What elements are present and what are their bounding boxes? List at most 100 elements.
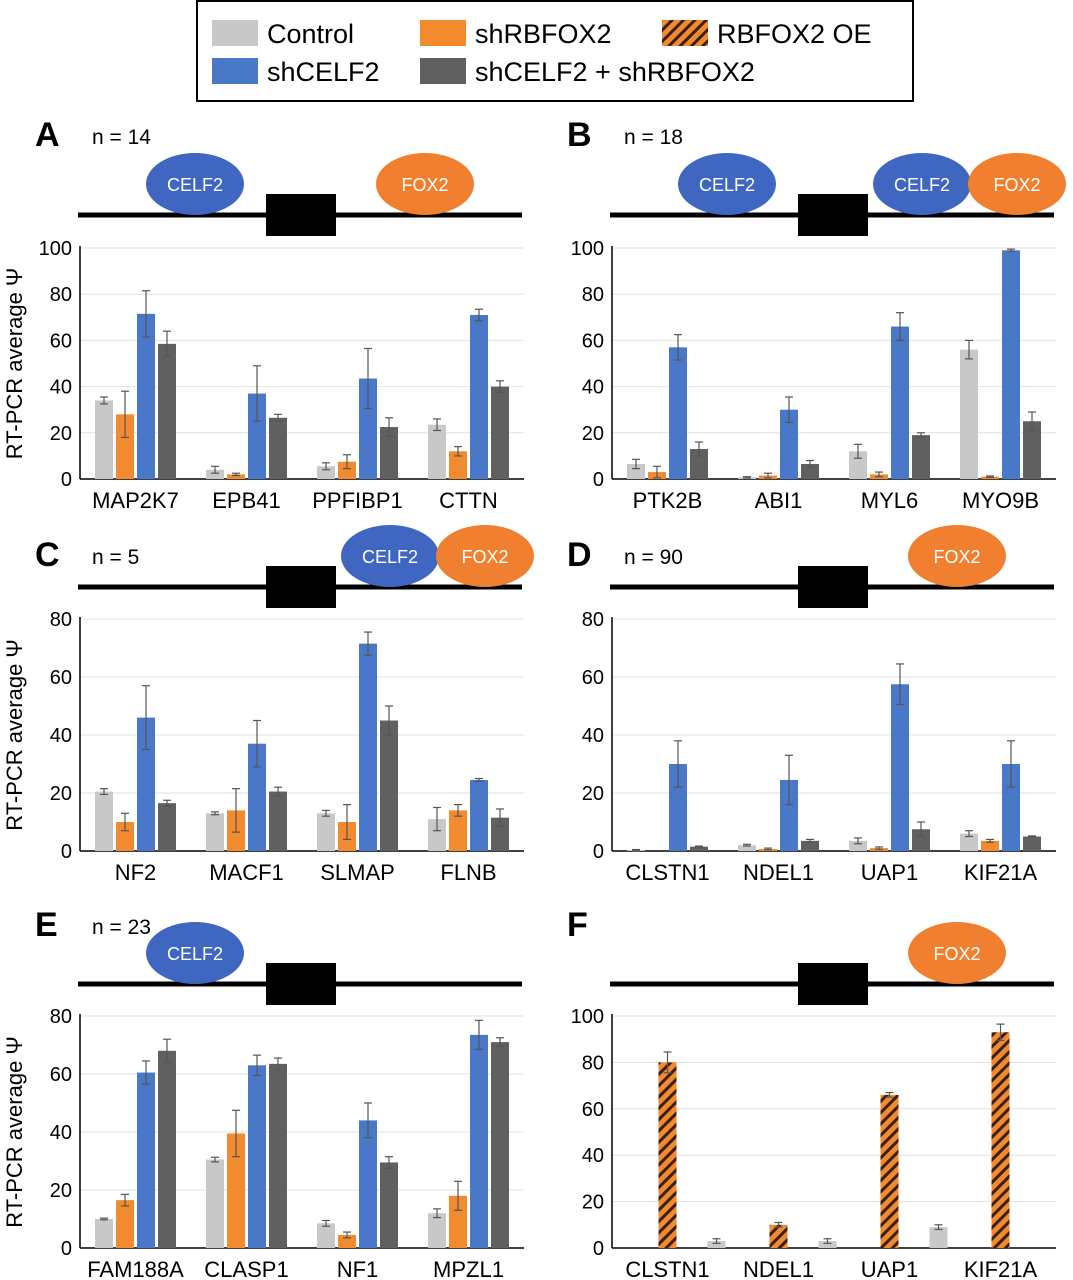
y-tick-label: 20 <box>50 1180 72 1202</box>
celf2-label: CELF2 <box>362 547 418 567</box>
fox2-label: FOX2 <box>933 547 980 567</box>
category-label-uap1: UAP1 <box>861 860 918 885</box>
legend-label-control: Control <box>267 19 354 49</box>
celf2-label: CELF2 <box>167 944 223 964</box>
bar-shcelf2-myl6 <box>891 326 909 479</box>
celf2-binding-site <box>873 153 971 215</box>
bar-control-cttn <box>428 424 446 479</box>
bar-control-fam188a <box>95 1219 113 1248</box>
category-label-flnb: FLNB <box>440 860 496 885</box>
exon-box <box>266 194 336 236</box>
bar-control-ppfibp1 <box>317 466 335 479</box>
bar-shcelf2-nf1 <box>359 1120 377 1248</box>
n-count-label: n = 18 <box>624 126 683 149</box>
y-tick-label: 0 <box>593 1238 604 1260</box>
bar-shrbfox2-flnb <box>449 810 467 851</box>
panel-letter: B <box>567 116 592 154</box>
bar-rbfox2-oe-uap1 <box>880 1094 899 1248</box>
panel-letter: E <box>35 906 58 944</box>
exon-box <box>798 566 868 608</box>
bar-shrbfox2-nf2 <box>116 822 134 851</box>
bar-shcelf2-shrbfox2-nf1 <box>380 1162 398 1248</box>
bar-shcelf2-slmap <box>359 643 377 851</box>
exon-box <box>266 566 336 608</box>
gene-diagram: CELF2 FOX2 <box>78 525 534 608</box>
bar-control-macf1 <box>206 813 224 851</box>
legend-swatch-shrbfox2 <box>420 20 466 46</box>
y-tick-label: 40 <box>50 725 72 747</box>
bar-shrbfox2-cttn <box>449 451 467 479</box>
category-label-kif21a: KIF21A <box>964 1257 1038 1280</box>
fox2-label: FOX2 <box>461 547 508 567</box>
celf2-label: CELF2 <box>167 175 223 195</box>
bar-control-myl6 <box>849 451 867 479</box>
category-label-ptk2b: PTK2B <box>633 488 703 513</box>
bar-shrbfox2-ppfibp1 <box>338 461 356 479</box>
bar-shcelf2-shrbfox2-flnb <box>491 817 509 851</box>
panel-letter: F <box>567 906 588 944</box>
y-tick-label: 80 <box>582 1052 604 1074</box>
legend-swatch-rbfox2-oe <box>662 20 708 46</box>
y-tick-label: 40 <box>50 377 72 399</box>
y-tick-label: 60 <box>50 667 72 689</box>
bar-control-ptk2b <box>627 463 645 479</box>
category-label-uap1: UAP1 <box>861 1257 918 1280</box>
y-tick-label: 80 <box>582 284 604 306</box>
fox2-label: FOX2 <box>993 175 1040 195</box>
category-label-myl6: MYL6 <box>861 488 918 513</box>
bar-shrbfox2-mpzl1 <box>449 1195 467 1248</box>
bar-shcelf2-ppfibp1 <box>359 378 377 479</box>
bar-shcelf2-shrbfox2-nf2 <box>158 803 176 851</box>
n-count-label: n = 90 <box>624 546 683 569</box>
legend-box <box>196 0 914 102</box>
category-label-ppfibp1: PPFIBP1 <box>312 488 402 513</box>
category-label-cttn: CTTN <box>439 488 498 513</box>
y-tick-label: 20 <box>50 783 72 805</box>
y-tick-label: 80 <box>582 609 604 631</box>
category-label-kif21a: KIF21A <box>964 860 1038 885</box>
legend-swatch-control <box>212 20 258 46</box>
bar-shcelf2-ptk2b <box>669 347 687 479</box>
y-tick-label: 20 <box>582 423 604 445</box>
y-tick-label: 0 <box>61 469 72 491</box>
category-label-nf2: NF2 <box>115 860 157 885</box>
y-tick-label: 20 <box>582 1192 604 1214</box>
celf2-binding-site <box>678 153 776 215</box>
y-tick-label: 100 <box>39 238 72 260</box>
bar-shcelf2-shrbfox2-abi1 <box>801 463 819 479</box>
fox2-binding-site <box>436 525 534 587</box>
bar-shcelf2-shrbfox2-fam188a <box>158 1050 176 1248</box>
panel-f: F FOX2 0 20 40 60 80 100 CLSTN1 NDEL1 UAP1 KIF21A <box>567 906 1056 1280</box>
category-label-map2k7: MAP2K7 <box>92 488 179 513</box>
y-tick-label: 0 <box>593 841 604 863</box>
bar-shcelf2-epb41 <box>248 393 266 479</box>
bar-shcelf2-cttn <box>470 314 488 479</box>
fox2-binding-site <box>376 153 474 215</box>
panel-letter: C <box>35 536 60 574</box>
y-axis-label: RT-PCR average Ψ <box>2 1036 27 1228</box>
gene-diagram: CELF2 <box>78 922 522 1005</box>
bar-shcelf2-shrbfox2-mpzl1 <box>491 1042 509 1248</box>
category-label-clstn1: CLSTN1 <box>625 1257 709 1280</box>
category-label-fam188a: FAM188A <box>87 1257 184 1280</box>
bar-control-map2k7 <box>95 400 113 479</box>
bar-shrbfox2-nf1 <box>338 1234 356 1248</box>
bar-shcelf2-shrbfox2-ndel1 <box>801 840 819 851</box>
n-count-label: n = 14 <box>92 126 151 149</box>
legend-swatch-shcelf2-shrbfox2 <box>420 58 466 84</box>
bar-shcelf2-abi1 <box>780 409 798 479</box>
panel-letter: A <box>35 116 60 154</box>
category-label-clstn1: CLSTN1 <box>625 860 709 885</box>
legend: Control shRBFOX2 RBFOX2 OE shCELF2 shCELF2 +… <box>196 0 914 102</box>
legend-label-shrbfox2: shRBFOX2 <box>475 19 612 49</box>
y-tick-label: 0 <box>593 469 604 491</box>
bar-shcelf2-clasp1 <box>248 1065 266 1248</box>
bar-shrbfox2-kif21a <box>981 840 999 851</box>
category-label-epb41: EPB41 <box>212 488 281 513</box>
bar-control-ndel1 <box>738 845 756 851</box>
category-label-nf1: NF1 <box>337 1257 379 1280</box>
y-tick-label: 60 <box>50 330 72 352</box>
